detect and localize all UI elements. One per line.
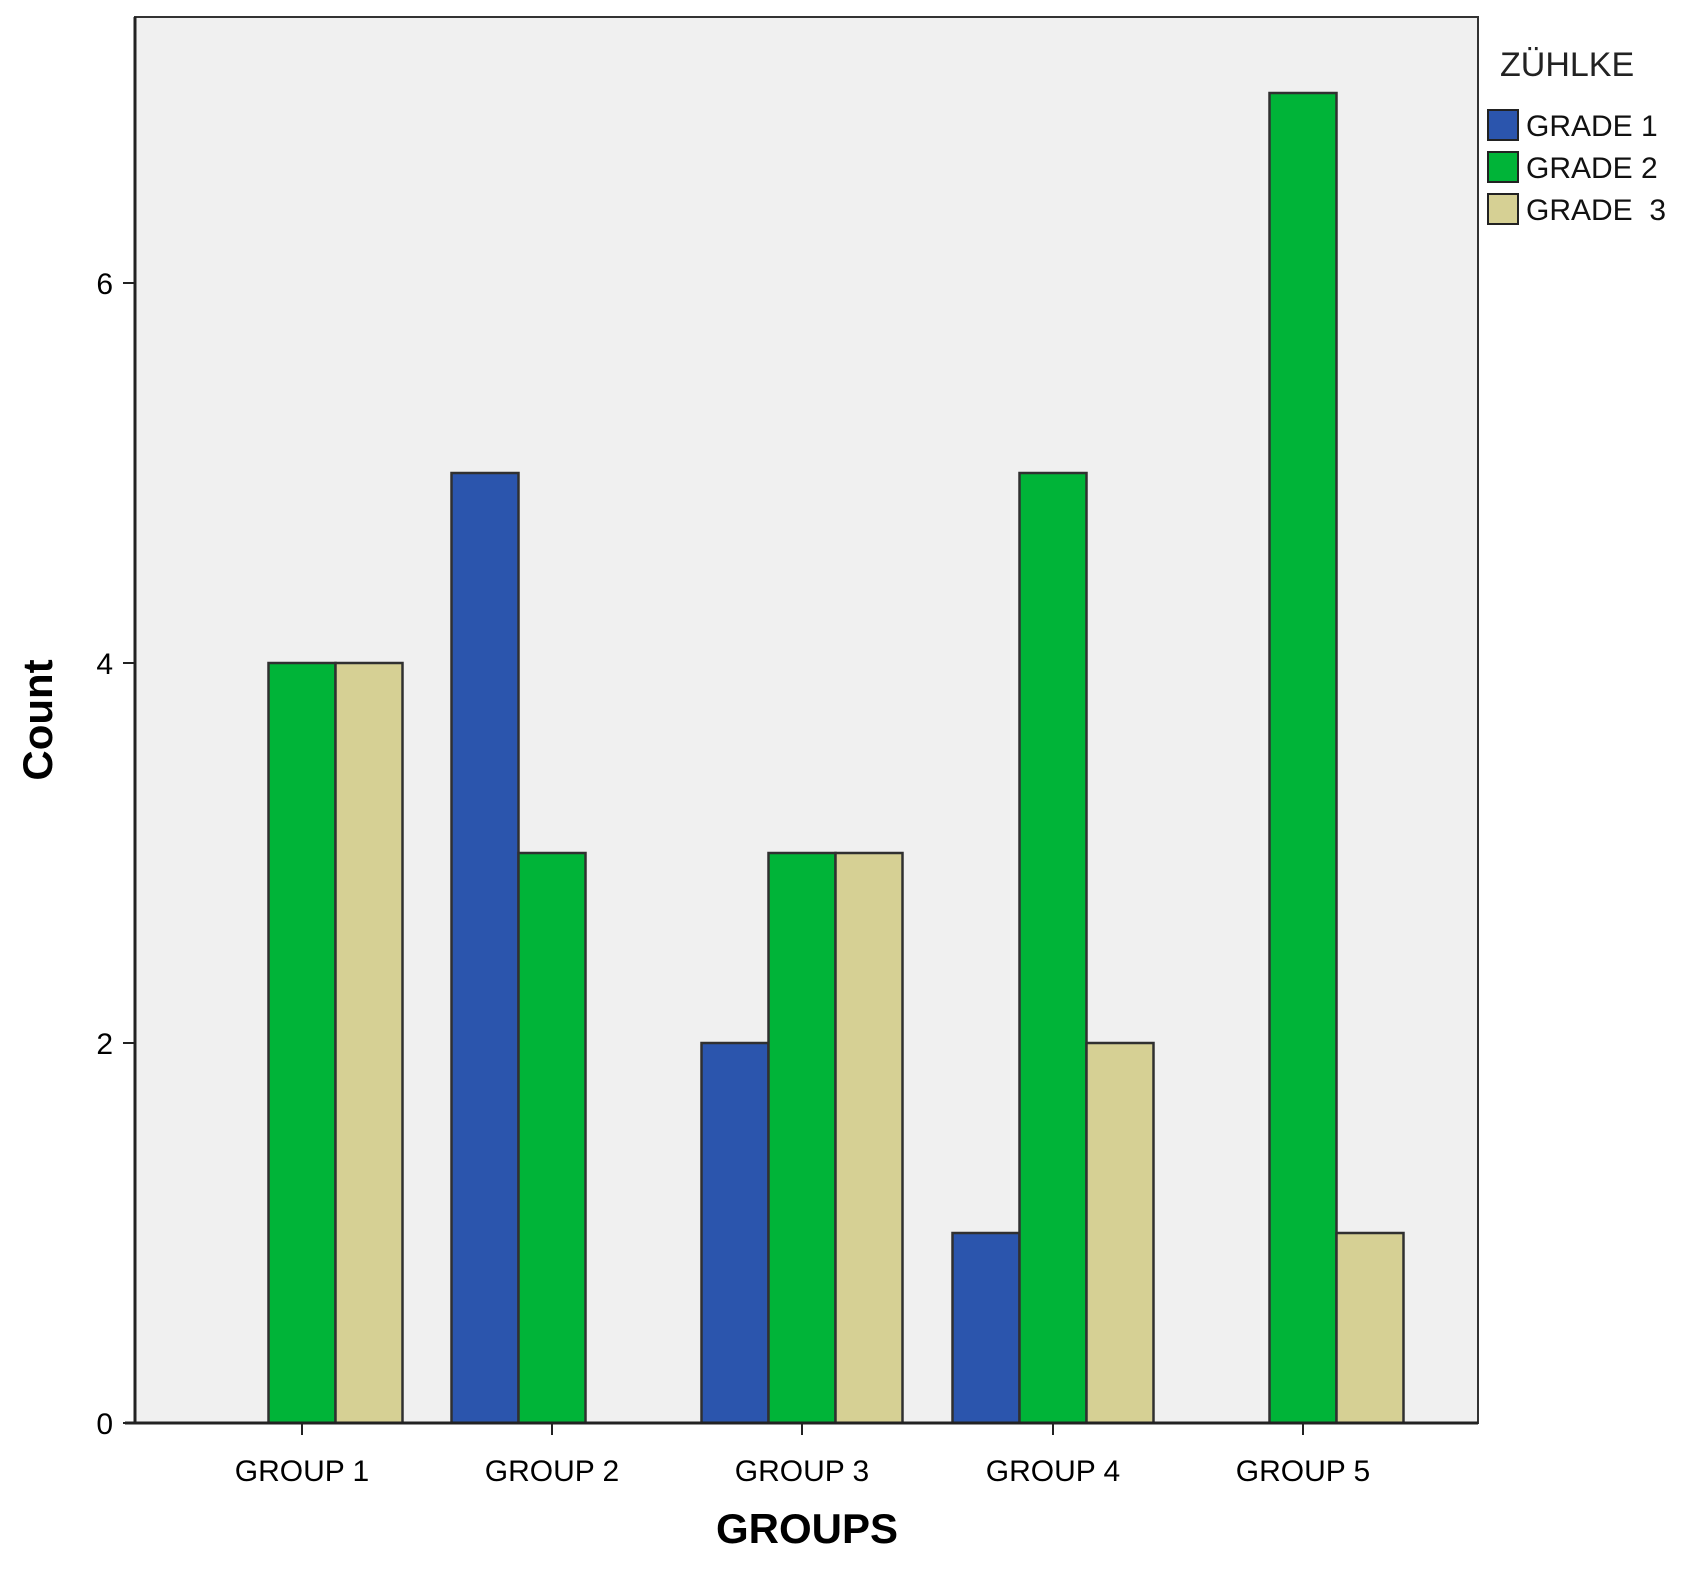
axes-layer: 0 2 4 6 GROUP 1 GROUP 2 GROUP 3 GROUP 4 GROUP 5	[96, 17, 1478, 1488]
bar-group-3-grade-3	[834, 851, 904, 1425]
x-tick-label: GROUP 3	[735, 1455, 870, 1488]
x-tick-label: GROUP 5	[1236, 1455, 1371, 1488]
x-tick-label: GROUP 4	[986, 1455, 1121, 1488]
bars-layer	[267, 91, 1405, 1425]
bar-group-5-grade-2	[1268, 91, 1338, 1425]
y-tick-label: 0	[96, 1408, 113, 1441]
legend-swatch-grade-1	[1487, 109, 1519, 141]
x-tick-label: GROUP 2	[485, 1455, 620, 1488]
bar-group-4-grade-2	[1018, 471, 1088, 1425]
bar-group-1-grade-2	[267, 661, 337, 1425]
y-tick-label: 6	[96, 268, 113, 301]
legend: ZÜHLKE GRADE 1 GRADE 2 GRADE 3	[1487, 46, 1666, 227]
bar-group-3-grade-2	[767, 851, 837, 1425]
legend-label-grade-3: GRADE 3	[1526, 194, 1666, 227]
legend-label-grade-2: GRADE 2	[1526, 152, 1658, 185]
bar-group-2-grade-1	[450, 471, 520, 1425]
bar-group-2-grade-2	[517, 851, 587, 1425]
y-tick-label: 4	[96, 648, 113, 681]
legend-title: ZÜHLKE	[1500, 46, 1634, 84]
legend-swatch-grade-2	[1487, 151, 1519, 183]
bar-group-3-grade-1	[700, 1041, 770, 1425]
bar-group-5-grade-3	[1335, 1231, 1405, 1425]
y-axis-label: Count	[14, 659, 61, 780]
bar-group-4-grade-3	[1085, 1041, 1155, 1425]
x-axis-label: GROUPS	[716, 1505, 898, 1552]
legend-label-grade-1: GRADE 1	[1526, 110, 1658, 143]
bar-group-1-grade-3	[334, 661, 404, 1425]
x-tick-label: GROUP 1	[235, 1455, 370, 1488]
legend-swatch-grade-3	[1487, 193, 1519, 225]
y-tick-label: 2	[96, 1028, 113, 1061]
bar-group-4-grade-1	[951, 1231, 1021, 1425]
